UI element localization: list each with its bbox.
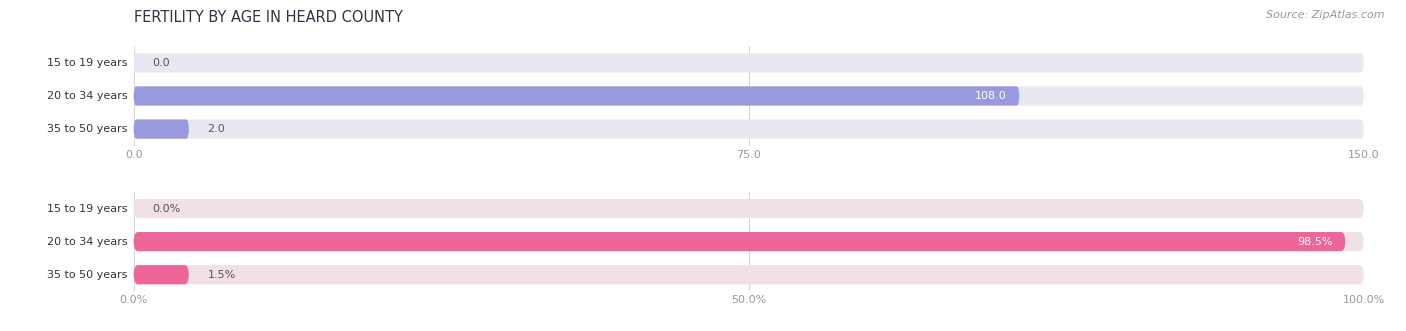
- Text: 108.0: 108.0: [976, 91, 1007, 101]
- Text: 1.5%: 1.5%: [208, 270, 236, 280]
- FancyBboxPatch shape: [134, 119, 1364, 139]
- Text: 0.0: 0.0: [152, 58, 170, 68]
- Text: 0.0%: 0.0%: [152, 204, 180, 213]
- FancyBboxPatch shape: [134, 199, 1364, 218]
- FancyBboxPatch shape: [134, 265, 188, 284]
- Text: 15 to 19 years: 15 to 19 years: [46, 204, 128, 213]
- FancyBboxPatch shape: [134, 86, 1019, 106]
- FancyBboxPatch shape: [134, 232, 1346, 251]
- Text: 20 to 34 years: 20 to 34 years: [46, 91, 128, 101]
- Text: FERTILITY BY AGE IN HEARD COUNTY: FERTILITY BY AGE IN HEARD COUNTY: [134, 10, 402, 25]
- Text: 2.0: 2.0: [208, 124, 225, 134]
- Text: 35 to 50 years: 35 to 50 years: [46, 124, 128, 134]
- FancyBboxPatch shape: [134, 86, 1364, 106]
- Text: Source: ZipAtlas.com: Source: ZipAtlas.com: [1267, 10, 1385, 20]
- FancyBboxPatch shape: [134, 53, 1364, 72]
- FancyBboxPatch shape: [134, 265, 1364, 284]
- Text: 35 to 50 years: 35 to 50 years: [46, 270, 128, 280]
- Text: 15 to 19 years: 15 to 19 years: [46, 58, 128, 68]
- Text: 20 to 34 years: 20 to 34 years: [46, 237, 128, 247]
- FancyBboxPatch shape: [134, 119, 188, 139]
- Text: 98.5%: 98.5%: [1298, 237, 1333, 247]
- FancyBboxPatch shape: [134, 232, 1364, 251]
